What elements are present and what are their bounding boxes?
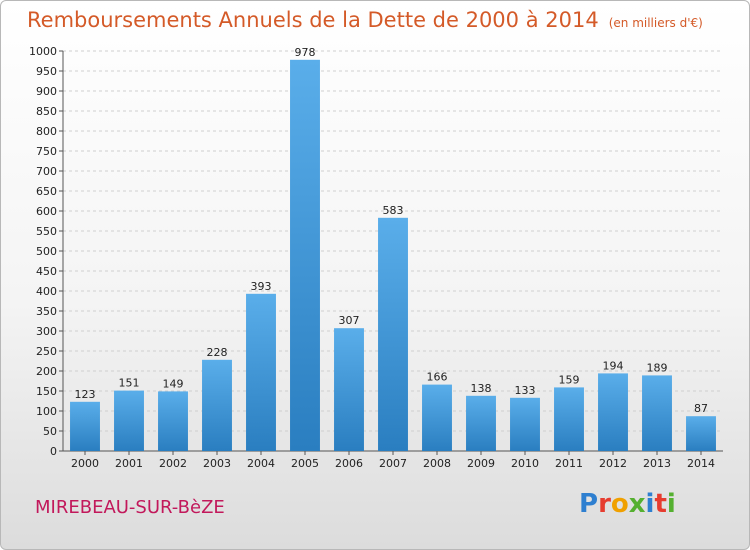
bar-value-label: 159 [559, 373, 580, 386]
y-tick-label: 700 [36, 165, 57, 178]
logo-letter: P [579, 489, 599, 519]
bar [598, 373, 628, 451]
bar-value-label: 149 [163, 377, 184, 390]
y-tick-label: 200 [36, 365, 57, 378]
y-tick-label: 950 [36, 65, 57, 78]
y-tick-label: 550 [36, 225, 57, 238]
chart-title-text: Remboursements Annuels de la Dette de 20… [27, 8, 599, 32]
y-tick-label: 0 [50, 445, 57, 458]
y-tick-label: 300 [36, 325, 57, 338]
x-tick-label: 2014 [687, 457, 715, 470]
bar [422, 384, 452, 451]
logo-letter: r [598, 489, 611, 519]
bar-value-label: 87 [694, 402, 708, 415]
bar [642, 375, 672, 451]
bar-value-label: 583 [383, 204, 404, 217]
bar-value-label: 166 [427, 371, 448, 384]
x-tick-label: 2008 [423, 457, 451, 470]
bar-value-label: 307 [339, 314, 360, 327]
bar-value-label: 151 [119, 377, 140, 390]
x-tick-label: 2004 [247, 457, 275, 470]
y-tick-label: 150 [36, 385, 57, 398]
bar [290, 59, 320, 452]
bar [202, 359, 232, 451]
x-tick-label: 2003 [203, 457, 231, 470]
logo-letter: i [666, 489, 676, 519]
proxiti-logo: Proxiti [579, 489, 676, 519]
x-tick-label: 2011 [555, 457, 583, 470]
y-tick-label: 50 [43, 425, 57, 438]
bar-value-label: 138 [471, 382, 492, 395]
y-tick-label: 450 [36, 265, 57, 278]
logo-letter: t [654, 489, 667, 519]
bar [686, 416, 716, 451]
bar [158, 391, 188, 451]
x-tick-label: 2005 [291, 457, 319, 470]
chart-unit: (en milliers d'€) [608, 16, 703, 30]
y-tick-label: 500 [36, 245, 57, 258]
logo-letter: o [610, 489, 629, 519]
city-name: MIREBEAU-SUR-BèZE [35, 497, 225, 518]
x-tick-label: 2009 [467, 457, 495, 470]
x-tick-label: 2012 [599, 457, 627, 470]
x-tick-label: 2007 [379, 457, 407, 470]
bar [114, 390, 144, 451]
x-tick-label: 2002 [159, 457, 187, 470]
y-tick-label: 250 [36, 345, 57, 358]
logo-letter: x [628, 489, 646, 519]
bar-value-label: 123 [75, 388, 96, 401]
chart-title: Remboursements Annuels de la Dette de 20… [27, 8, 703, 32]
y-tick-label: 650 [36, 185, 57, 198]
y-tick-label: 350 [36, 305, 57, 318]
x-tick-label: 2001 [115, 457, 143, 470]
bar-value-label: 133 [515, 384, 536, 397]
bar-value-label: 228 [207, 346, 228, 359]
y-tick-label: 100 [36, 405, 57, 418]
bar [70, 401, 100, 451]
bar-value-label: 194 [603, 359, 624, 372]
x-tick-label: 2000 [71, 457, 99, 470]
bar-value-label: 393 [251, 280, 272, 293]
bar [466, 395, 496, 451]
bar-value-label: 978 [295, 46, 316, 59]
bar [246, 293, 276, 451]
x-tick-label: 2010 [511, 457, 539, 470]
bar [510, 397, 540, 451]
x-tick-label: 2013 [643, 457, 671, 470]
logo-letter: i [645, 489, 655, 519]
y-tick-label: 1000 [29, 45, 57, 58]
bar-value-label: 189 [647, 361, 668, 374]
bar [554, 387, 584, 451]
y-tick-label: 600 [36, 205, 57, 218]
y-tick-label: 900 [36, 85, 57, 98]
bar [378, 217, 408, 451]
bar [334, 328, 364, 451]
x-tick-label: 2006 [335, 457, 363, 470]
y-tick-label: 400 [36, 285, 57, 298]
y-tick-label: 800 [36, 125, 57, 138]
y-tick-label: 850 [36, 105, 57, 118]
y-tick-label: 750 [36, 145, 57, 158]
